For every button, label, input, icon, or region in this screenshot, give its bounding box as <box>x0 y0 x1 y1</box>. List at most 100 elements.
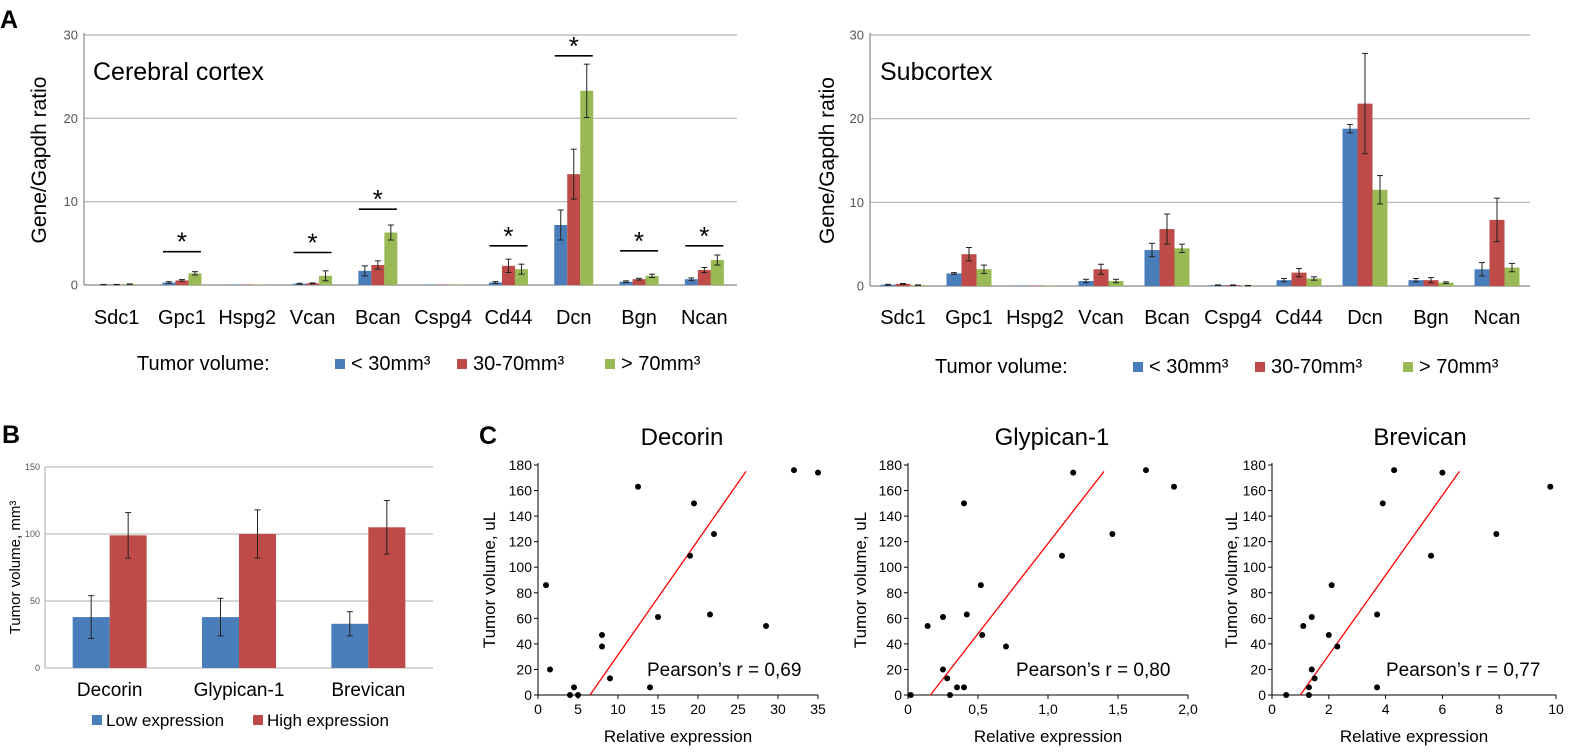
data-point <box>1328 582 1335 589</box>
x-tick-label: 35 <box>810 701 826 717</box>
data-point <box>977 582 984 589</box>
bar <box>1078 280 1094 286</box>
bar <box>1438 282 1454 286</box>
y-tick-label: 0 <box>524 687 532 703</box>
pearson-annotation: Pearson’s r = 0,69 <box>647 660 801 681</box>
data-point <box>1379 500 1386 507</box>
y-tick-label: 20 <box>1250 661 1266 677</box>
bar <box>632 279 646 285</box>
category-label: Gpc1 <box>945 307 993 329</box>
chart-title: Glypican-1 <box>995 424 1110 451</box>
subcortex-legend-title: Tumor volume: <box>935 356 1068 378</box>
bar <box>1108 280 1124 286</box>
x-axis-label: Relative expression <box>1340 727 1488 746</box>
data-point <box>1374 684 1381 691</box>
bar <box>710 260 724 285</box>
significance-star: * <box>373 184 383 214</box>
data-point <box>687 552 693 559</box>
category-label: Sdc1 <box>94 307 140 329</box>
data-point <box>954 684 960 691</box>
category-label: Vcan <box>290 307 336 329</box>
data-point <box>1059 552 1065 559</box>
x-tick-label: 30 <box>770 701 786 717</box>
data-point <box>711 531 717 537</box>
significance-star: * <box>503 221 513 251</box>
legend-label: High expression <box>267 711 389 730</box>
y-tick-label: 60 <box>1250 610 1266 626</box>
data-point <box>1493 531 1500 537</box>
pearson-annotation: Pearson’s r = 0,77 <box>1386 660 1540 681</box>
category-label: Bgn <box>1413 307 1449 329</box>
category-label: Hspg2 <box>218 307 276 329</box>
category-label: Brevican <box>331 680 405 701</box>
y-tick-label: 0 <box>35 663 40 673</box>
panel-label-b: B <box>2 421 20 449</box>
y-axis-label: Gene/Gapdh ratio <box>28 77 51 244</box>
scatter-brevican: 0 20 40 60 80 100 120 140 160 180 0 2 4 6 8 10 Tumor vol… <box>1222 424 1564 746</box>
category-label: Hspg2 <box>1006 307 1064 329</box>
x-tick-label: 25 <box>730 701 746 717</box>
regression-line <box>1299 471 1460 696</box>
legend-swatch <box>92 715 102 725</box>
y-tick-label: 30 <box>64 28 78 43</box>
bar <box>514 269 528 285</box>
y-tick-label: 80 <box>1250 585 1266 601</box>
y-tick-label: 160 <box>879 483 903 499</box>
y-tick-label: 10 <box>64 194 78 209</box>
bar <box>1093 269 1109 286</box>
chart-cerebral-cortex: 0 10 20 30 Gene/Gapdh ratio Cerebral cortex Sd… <box>28 28 737 329</box>
category-label: Bcan <box>1144 307 1190 329</box>
legend-label: Low expression <box>106 711 224 730</box>
bar <box>1489 219 1505 286</box>
bar <box>895 283 911 286</box>
data-point <box>1308 614 1315 621</box>
y-tick-label: 20 <box>886 661 902 677</box>
y-tick-label: 40 <box>1250 636 1266 652</box>
bar <box>684 279 698 285</box>
y-tick-label: 140 <box>1243 508 1267 524</box>
regression-line <box>589 471 747 696</box>
y-tick-label: 120 <box>879 534 903 550</box>
y-tick-label: 160 <box>509 483 533 499</box>
y-tick-label: 0 <box>857 279 864 294</box>
bar <box>358 270 372 285</box>
y-tick-label: 20 <box>516 661 532 677</box>
data-point <box>1391 467 1398 474</box>
data-point <box>599 643 605 650</box>
bar <box>961 254 977 286</box>
x-tick-label: 10 <box>610 701 626 717</box>
category-label: Cd44 <box>485 307 533 329</box>
bar <box>384 232 398 285</box>
significance-star: * <box>307 228 317 258</box>
data-point <box>543 582 549 589</box>
x-axis-label: Relative expression <box>604 727 752 746</box>
data-point <box>924 623 931 629</box>
bar <box>1159 229 1175 286</box>
bar <box>554 225 568 285</box>
data-point <box>944 675 951 682</box>
chart-title: Subcortex <box>880 58 993 86</box>
significance-star: * <box>634 226 644 256</box>
data-point <box>763 623 769 629</box>
cortex-legend-title: Tumor volume: <box>137 353 270 375</box>
bar <box>1342 128 1358 286</box>
data-point <box>1305 692 1312 698</box>
x-tick-label: 6 <box>1439 701 1447 717</box>
cortex-legend-label-3: > 70mm³ <box>621 353 701 375</box>
y-tick-label: 60 <box>516 610 532 626</box>
data-point <box>655 614 661 621</box>
bar <box>645 275 659 285</box>
y-tick-label: 120 <box>509 534 533 550</box>
y-tick-label: 180 <box>1243 457 1267 473</box>
bar <box>1357 103 1373 287</box>
y-tick-label: 0 <box>1258 687 1266 703</box>
x-tick-label: 1,0 <box>1038 701 1058 717</box>
data-point <box>1283 692 1290 698</box>
category-label: Gpc1 <box>158 307 206 329</box>
y-tick-label: 140 <box>509 508 533 524</box>
y-tick-label: 100 <box>509 559 533 575</box>
data-point <box>907 692 914 698</box>
bar <box>371 265 385 285</box>
data-point <box>1311 675 1318 682</box>
